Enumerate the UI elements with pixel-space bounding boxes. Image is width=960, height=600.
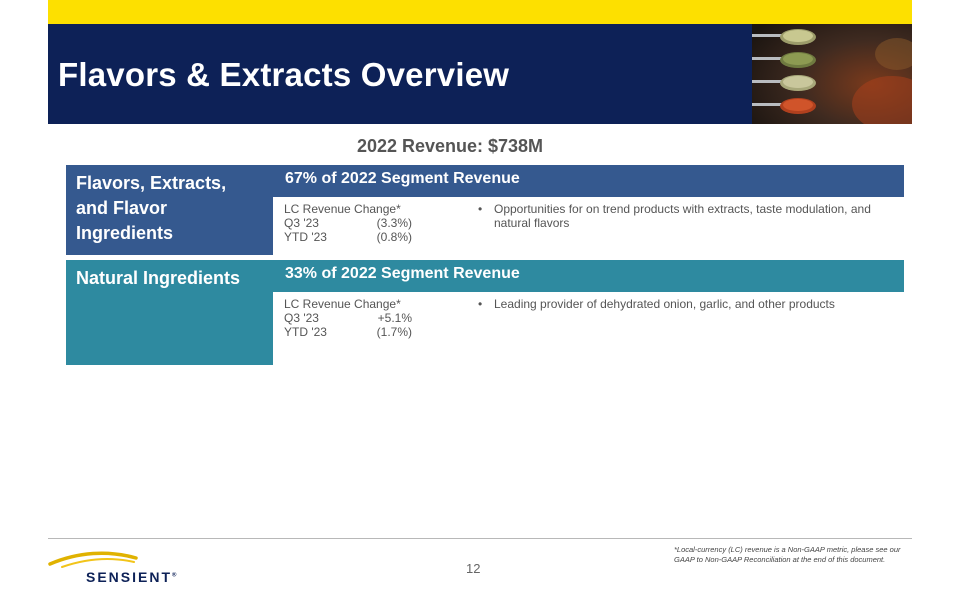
title-banner: Flavors & Extracts Overview <box>48 24 752 124</box>
lc-revenue-metrics: LC Revenue Change* Q3 '23 (3.3%) YTD '23… <box>284 202 474 244</box>
spice-illustration <box>752 24 912 124</box>
segment-name: Flavors, Extracts, and Flavor Ingredient… <box>66 165 273 255</box>
logo-swoosh-icon <box>48 551 138 568</box>
metric-row-ytd: YTD '23 (0.8%) <box>284 230 474 244</box>
registered-mark: ® <box>172 572 177 579</box>
logo-text: SENSIENT <box>86 569 173 585</box>
footnote: *Local-currency (LC) revenue is a Non-GA… <box>674 545 901 564</box>
page-title: Flavors & Extracts Overview <box>58 56 510 93</box>
segment-natural-ingredients: Natural Ingredients 33% of 2022 Segment … <box>66 260 904 365</box>
segment-share: 67% of 2022 Segment Revenue <box>273 165 904 197</box>
metric-value: (3.3%) <box>376 216 412 230</box>
metric-row-q3: Q3 '23 +5.1% <box>284 311 474 325</box>
metric-label: Q3 '23 <box>284 216 319 230</box>
logo-wordmark: SENSIENT® <box>86 569 176 585</box>
metric-value: +5.1% <box>377 311 412 325</box>
metrics-header: LC Revenue Change* <box>284 297 401 311</box>
page-number: 12 <box>466 561 481 576</box>
metric-label: Q3 '23 <box>284 311 319 325</box>
metric-row-ytd: YTD '23 (1.7%) <box>284 325 474 339</box>
segment-name: Natural Ingredients <box>66 260 273 365</box>
metric-value: (0.8%) <box>376 230 412 244</box>
bullet-icon: • <box>478 297 483 311</box>
bullet-icon: • <box>478 202 483 216</box>
revenue-heading: 2022 Revenue: $738M <box>356 136 544 156</box>
metric-row-q3: Q3 '23 (3.3%) <box>284 216 474 230</box>
metrics-header: LC Revenue Change* <box>284 202 401 216</box>
metric-label: YTD '23 <box>284 230 327 244</box>
bullet-text: Opportunities for on trend products with… <box>494 202 871 230</box>
segment-flavors-extracts: Flavors, Extracts, and Flavor Ingredient… <box>66 165 904 255</box>
lc-revenue-metrics: LC Revenue Change* Q3 '23 +5.1% YTD '23 … <box>284 297 474 339</box>
metric-value: (1.7%) <box>376 325 412 339</box>
sensient-logo: SENSIENT® <box>48 548 208 588</box>
segment-share: 33% of 2022 Segment Revenue <box>273 260 904 292</box>
footer-divider <box>48 538 912 539</box>
spice-spoons-image <box>752 24 912 124</box>
segment-bullet: • Leading provider of dehydrated onion, … <box>478 297 898 311</box>
metric-label: YTD '23 <box>284 325 327 339</box>
bullet-text: Leading provider of dehydrated onion, ga… <box>494 297 835 311</box>
top-accent-stripe <box>48 0 912 24</box>
segment-bullet: • Opportunities for on trend products wi… <box>478 202 898 230</box>
